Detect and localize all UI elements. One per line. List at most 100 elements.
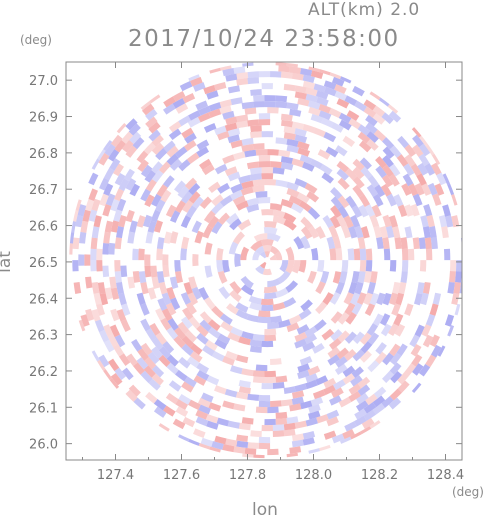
echo-cell [211,221,223,234]
echo-cell [367,175,380,188]
echo-cell [289,446,302,454]
echo-cell [305,93,318,103]
echo-cell [114,271,122,283]
echo-cell [288,314,302,325]
echo-cell [203,296,216,310]
echo-cell [230,183,244,194]
echo-cell [308,404,321,414]
echo-cell [166,287,176,300]
echo-cell [85,276,93,289]
echo-cell [195,416,209,427]
echo-cell [208,402,222,412]
echo-cell [241,417,254,425]
echo-cell [322,292,334,306]
echo-cell [172,97,186,109]
echo-cell [174,327,186,340]
echo-cell [226,303,239,315]
echo-cell [286,138,299,147]
echo-cell [451,215,460,228]
echo-cell [199,311,213,324]
echo-cell [249,345,262,353]
echo-cell [352,85,365,97]
echo-cell [250,89,262,96]
y-tick-label: 26.3 [29,329,58,344]
echo-cell [196,362,210,374]
echo-cell [410,344,422,357]
echo-cell [121,131,134,144]
echo-cell [372,105,386,118]
echo-cell [137,159,149,172]
echo-cell [289,108,302,117]
echo-cell [364,204,376,217]
echo-cell [147,220,157,233]
echo-cell [181,236,190,250]
echo-cell [272,430,285,438]
echo-cell [302,74,315,83]
echo-cell [326,409,340,420]
echo-cell [267,233,281,242]
echo-cell [321,117,334,128]
echo-cell [330,311,343,324]
x-tick-label: 128.2 [361,468,398,483]
echo-cell [188,191,201,204]
echo-cell [388,323,399,337]
echo-cell [350,292,361,306]
echo-cell [404,154,416,167]
echo-cell [71,221,77,233]
echo-cell [307,270,317,284]
echo-cell [357,124,371,136]
echo-cell [258,113,271,120]
echo-cell [300,235,311,250]
echo-cell [186,152,200,164]
echo-cell [96,260,103,272]
echo-cell [188,438,200,446]
echo-cell [125,118,138,131]
echo-cell [280,113,293,122]
echo-cell [404,363,417,376]
echo-cell [219,99,232,108]
echo-cell [357,376,371,389]
echo-cell [389,260,397,272]
echo-cell [278,149,291,158]
echo-cell [88,188,98,201]
echo-cell [225,212,239,226]
echo-cell [99,329,110,343]
echo-cell [190,76,203,87]
echo-cell [255,245,265,255]
echo-cell [125,209,135,223]
echo-cell [104,143,116,157]
y-tick-label: 26.2 [29,365,58,380]
echo-cell [249,167,262,175]
echo-cell [225,350,238,361]
echo-cell [404,204,414,217]
echo-cell [129,131,142,144]
echo-cell [225,438,238,447]
echo-cell [297,147,311,157]
echo-cell [336,98,350,109]
echo-cell [148,378,161,391]
echo-cell [238,386,251,394]
echo-cell [79,231,87,244]
axes: 127.4 127.6 127.8 128.0 128.2 128.4 26.0 26.1 26… [29,61,464,483]
echo-cell [294,178,308,189]
echo-cell [420,215,429,228]
echo-cell [324,86,337,97]
echo-cell [140,164,153,178]
echo-cell [318,110,332,121]
echo-cell [335,356,348,368]
echo-cell [302,437,315,446]
echo-cell [252,179,265,187]
echo-cell [145,108,158,121]
echo-cell [337,177,350,190]
echo-cell [359,350,372,363]
echo-cell [397,135,410,149]
echo-cell [116,123,127,134]
echo-cell [356,292,367,305]
echo-cell [354,408,367,420]
echo-cell [343,292,354,305]
echo-cell [397,371,410,385]
x-tick-label: 127.6 [163,468,200,483]
echo-cell [299,154,313,165]
echo-cell [169,276,179,290]
echo-cell [107,334,119,347]
